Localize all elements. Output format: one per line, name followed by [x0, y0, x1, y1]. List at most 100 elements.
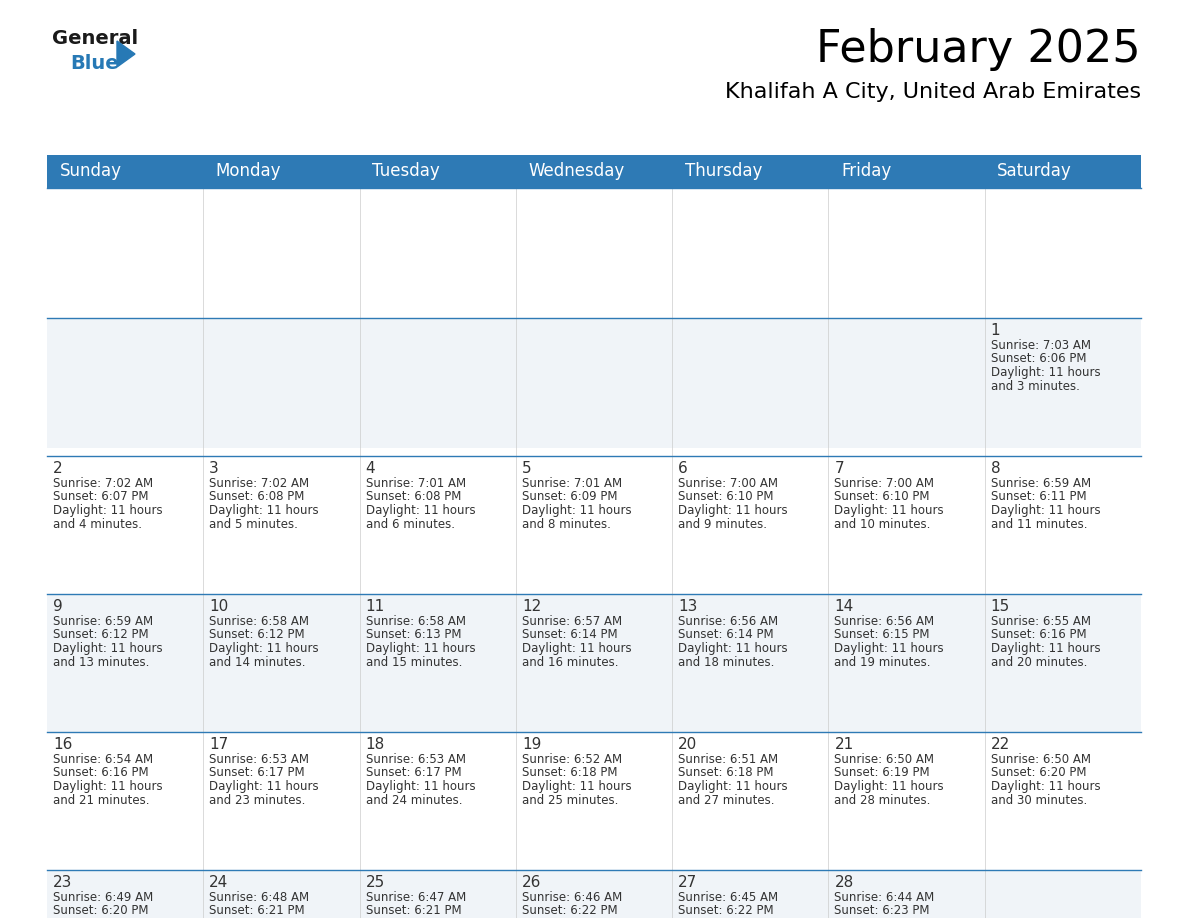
Text: Sunrise: 6:48 AM: Sunrise: 6:48 AM: [209, 891, 309, 904]
Bar: [828, 456, 985, 594]
Bar: [672, 870, 828, 918]
Bar: [516, 155, 672, 188]
Text: Daylight: 11 hours: Daylight: 11 hours: [366, 780, 475, 793]
Text: Sunrise: 6:57 AM: Sunrise: 6:57 AM: [522, 615, 623, 628]
Text: Daylight: 11 hours: Daylight: 11 hours: [522, 780, 632, 793]
Text: Thursday: Thursday: [684, 162, 762, 181]
Text: 23: 23: [53, 875, 72, 890]
Bar: [672, 456, 828, 594]
Text: Sunset: 6:19 PM: Sunset: 6:19 PM: [834, 767, 930, 779]
Text: Daylight: 11 hours: Daylight: 11 hours: [991, 504, 1100, 517]
Bar: [828, 155, 985, 188]
Text: 11: 11: [366, 599, 385, 614]
Text: Sunset: 6:21 PM: Sunset: 6:21 PM: [209, 904, 305, 917]
Text: Sunrise: 6:54 AM: Sunrise: 6:54 AM: [53, 753, 153, 766]
Text: Daylight: 11 hours: Daylight: 11 hours: [834, 504, 944, 517]
Text: and 8 minutes.: and 8 minutes.: [522, 518, 611, 531]
Text: Daylight: 11 hours: Daylight: 11 hours: [522, 504, 632, 517]
Text: Daylight: 11 hours: Daylight: 11 hours: [678, 504, 788, 517]
Text: Sunset: 6:22 PM: Sunset: 6:22 PM: [678, 904, 773, 917]
Text: Sunrise: 7:02 AM: Sunrise: 7:02 AM: [53, 477, 153, 490]
Bar: [360, 318, 516, 448]
Bar: [985, 318, 1140, 448]
Text: 20: 20: [678, 737, 697, 752]
Text: Daylight: 11 hours: Daylight: 11 hours: [209, 780, 318, 793]
Text: Wednesday: Wednesday: [529, 162, 625, 181]
Bar: [985, 732, 1140, 870]
Bar: [985, 594, 1140, 732]
Bar: [516, 870, 672, 918]
Text: Sunset: 6:17 PM: Sunset: 6:17 PM: [366, 767, 461, 779]
Text: Daylight: 11 hours: Daylight: 11 hours: [522, 642, 632, 655]
Text: Sunset: 6:14 PM: Sunset: 6:14 PM: [522, 629, 618, 642]
Text: 16: 16: [53, 737, 72, 752]
Bar: [985, 155, 1140, 188]
Text: 8: 8: [991, 461, 1000, 476]
Bar: [203, 870, 360, 918]
Text: and 9 minutes.: and 9 minutes.: [678, 518, 767, 531]
Text: Blue: Blue: [70, 54, 119, 73]
Bar: [985, 456, 1140, 594]
Bar: [48, 870, 203, 918]
Text: and 15 minutes.: and 15 minutes.: [366, 655, 462, 668]
Text: Sunrise: 6:50 AM: Sunrise: 6:50 AM: [834, 753, 935, 766]
Text: 22: 22: [991, 737, 1010, 752]
Text: Sunset: 6:14 PM: Sunset: 6:14 PM: [678, 629, 773, 642]
Text: Daylight: 11 hours: Daylight: 11 hours: [991, 642, 1100, 655]
Bar: [48, 155, 203, 188]
Text: 10: 10: [209, 599, 228, 614]
Text: 25: 25: [366, 875, 385, 890]
Text: Sunset: 6:20 PM: Sunset: 6:20 PM: [53, 904, 148, 917]
Text: Monday: Monday: [216, 162, 282, 181]
Text: Tuesday: Tuesday: [372, 162, 440, 181]
Text: Daylight: 11 hours: Daylight: 11 hours: [991, 366, 1100, 379]
Text: Daylight: 11 hours: Daylight: 11 hours: [209, 504, 318, 517]
Text: Daylight: 11 hours: Daylight: 11 hours: [53, 642, 163, 655]
Text: Sunset: 6:21 PM: Sunset: 6:21 PM: [366, 904, 461, 917]
Text: and 24 minutes.: and 24 minutes.: [366, 793, 462, 807]
Text: and 6 minutes.: and 6 minutes.: [366, 518, 455, 531]
Bar: [985, 870, 1140, 918]
Text: Khalifah A City, United Arab Emirates: Khalifah A City, United Arab Emirates: [725, 82, 1140, 102]
Text: Sunset: 6:16 PM: Sunset: 6:16 PM: [53, 767, 148, 779]
Text: Sunrise: 6:55 AM: Sunrise: 6:55 AM: [991, 615, 1091, 628]
Text: Sunrise: 6:46 AM: Sunrise: 6:46 AM: [522, 891, 623, 904]
Bar: [828, 732, 985, 870]
Text: and 30 minutes.: and 30 minutes.: [991, 793, 1087, 807]
Bar: [828, 318, 985, 448]
Text: Daylight: 11 hours: Daylight: 11 hours: [678, 642, 788, 655]
Bar: [203, 732, 360, 870]
Text: Sunrise: 6:56 AM: Sunrise: 6:56 AM: [834, 615, 935, 628]
Text: and 13 minutes.: and 13 minutes.: [53, 655, 150, 668]
Text: Sunrise: 7:01 AM: Sunrise: 7:01 AM: [366, 477, 466, 490]
Text: Daylight: 11 hours: Daylight: 11 hours: [209, 642, 318, 655]
Text: and 25 minutes.: and 25 minutes.: [522, 793, 618, 807]
Text: and 20 minutes.: and 20 minutes.: [991, 655, 1087, 668]
Text: Sunset: 6:20 PM: Sunset: 6:20 PM: [991, 767, 1086, 779]
Text: Sunrise: 6:44 AM: Sunrise: 6:44 AM: [834, 891, 935, 904]
Text: 28: 28: [834, 875, 854, 890]
Text: Sunset: 6:09 PM: Sunset: 6:09 PM: [522, 490, 618, 503]
Text: Sunset: 6:06 PM: Sunset: 6:06 PM: [991, 353, 1086, 365]
Text: Sunset: 6:16 PM: Sunset: 6:16 PM: [991, 629, 1086, 642]
Text: Sunrise: 7:01 AM: Sunrise: 7:01 AM: [522, 477, 623, 490]
Bar: [516, 318, 672, 448]
Text: and 11 minutes.: and 11 minutes.: [991, 518, 1087, 531]
Text: 27: 27: [678, 875, 697, 890]
Bar: [203, 155, 360, 188]
Text: Daylight: 11 hours: Daylight: 11 hours: [53, 780, 163, 793]
Bar: [203, 456, 360, 594]
Text: Daylight: 11 hours: Daylight: 11 hours: [678, 780, 788, 793]
Text: Sunset: 6:11 PM: Sunset: 6:11 PM: [991, 490, 1086, 503]
Text: and 27 minutes.: and 27 minutes.: [678, 793, 775, 807]
Text: 21: 21: [834, 737, 854, 752]
Bar: [516, 594, 672, 732]
Bar: [828, 870, 985, 918]
Text: and 18 minutes.: and 18 minutes.: [678, 655, 775, 668]
Bar: [203, 318, 360, 448]
Text: Sunrise: 6:59 AM: Sunrise: 6:59 AM: [53, 615, 153, 628]
Text: Sunrise: 6:50 AM: Sunrise: 6:50 AM: [991, 753, 1091, 766]
Bar: [672, 318, 828, 448]
Text: Sunrise: 6:59 AM: Sunrise: 6:59 AM: [991, 477, 1091, 490]
Bar: [48, 732, 203, 870]
